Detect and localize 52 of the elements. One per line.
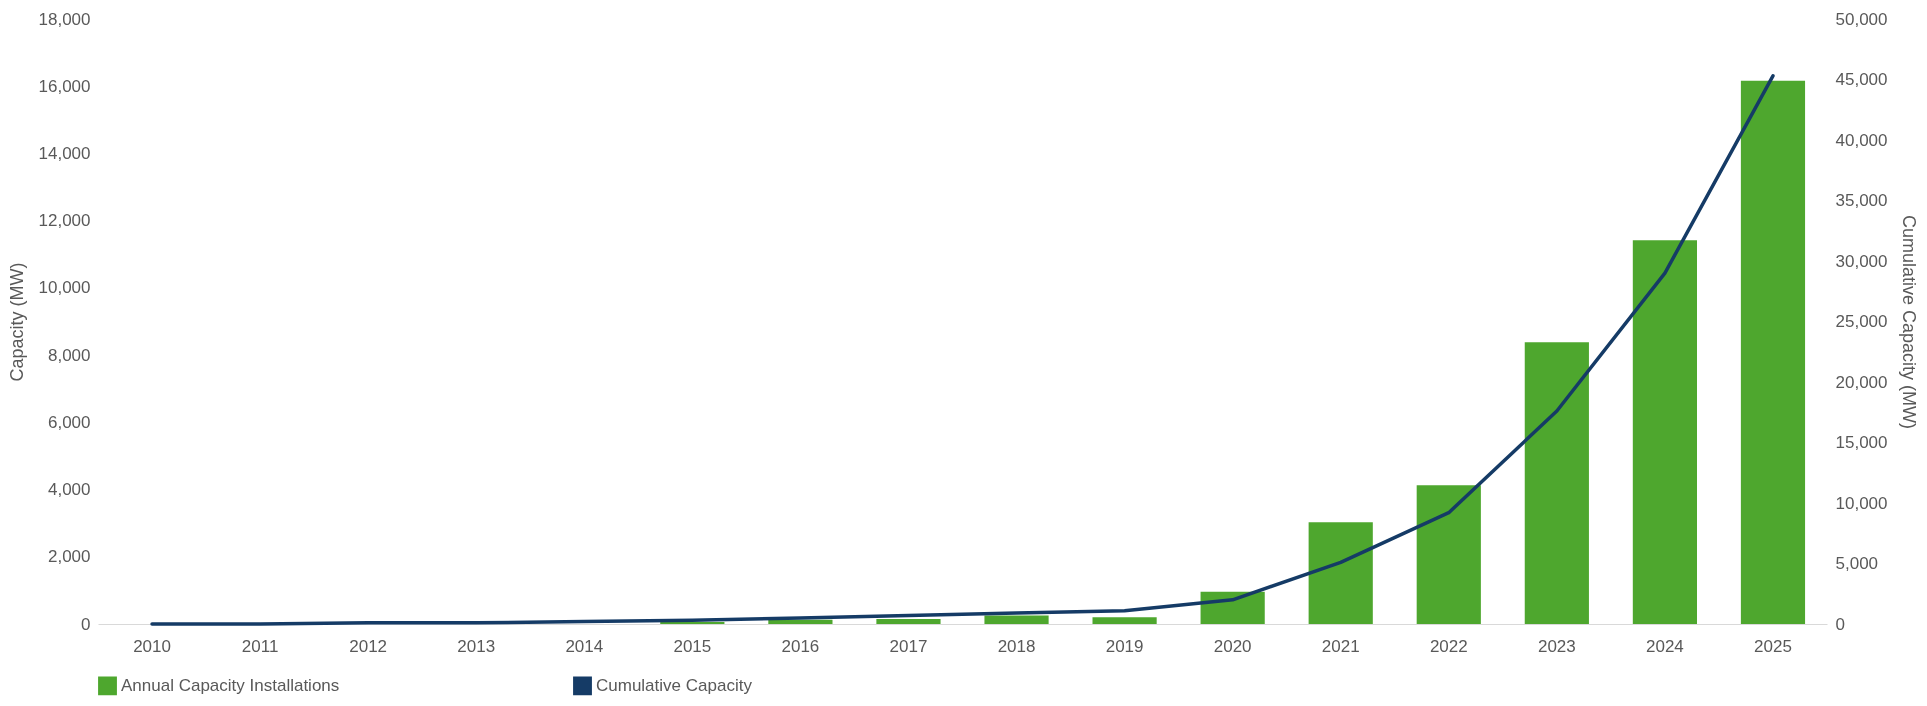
y-tick-label: 18,000	[38, 9, 91, 29]
y-tick-label: 0	[81, 614, 91, 634]
legend-label: Annual Capacity Installations	[121, 675, 340, 695]
y-tick-label: 4,000	[47, 480, 91, 500]
y2-tick-label: 40,000	[1835, 130, 1888, 150]
x-tick-label: 2019	[1105, 636, 1144, 656]
bar	[1092, 617, 1157, 624]
y2-axis-title: Cumulative Capacity (MW)	[1899, 214, 1920, 430]
bar	[660, 621, 725, 624]
x-tick-label: 2012	[349, 636, 388, 656]
legend-label: Cumulative Capacity	[596, 675, 753, 695]
x-tick-label: 2020	[1213, 636, 1252, 656]
y2-tick-label: 20,000	[1835, 372, 1888, 392]
x-tick-label: 2023	[1537, 636, 1576, 656]
y2-tick-label: 0	[1835, 614, 1845, 634]
x-tick-label: 2013	[457, 636, 496, 656]
bar	[984, 615, 1049, 624]
x-tick-label: 2015	[673, 636, 712, 656]
y-tick-label: 8,000	[47, 345, 91, 365]
y-axis-title: Capacity (MW)	[6, 262, 27, 382]
x-tick-label: 2014	[565, 636, 604, 656]
bar	[876, 618, 941, 624]
x-tick-label: 2021	[1321, 636, 1360, 656]
x-tick-label: 2010	[133, 636, 171, 656]
y-tick-label: 12,000	[38, 211, 91, 231]
y2-tick-label: 10,000	[1835, 493, 1888, 513]
x-tick-label: 2011	[241, 636, 279, 656]
y2-tick-label: 50,000	[1835, 9, 1888, 29]
y-tick-label: 16,000	[38, 76, 91, 96]
y-tick-label: 14,000	[38, 143, 91, 163]
y2-tick-label: 30,000	[1835, 251, 1888, 271]
x-tick-label: 2024	[1645, 636, 1684, 656]
y2-tick-label: 45,000	[1835, 70, 1888, 89]
y2-tick-label: 15,000	[1835, 433, 1888, 452]
y2-tick-label: 35,000	[1835, 191, 1888, 210]
bar	[1524, 342, 1589, 624]
y-tick-label: 10,000	[38, 278, 91, 298]
bar	[1308, 522, 1373, 624]
bar	[1632, 240, 1697, 624]
bar	[1416, 485, 1481, 624]
x-tick-label: 2022	[1429, 636, 1468, 656]
y-tick-label: 2,000	[47, 547, 91, 567]
bar	[768, 619, 833, 624]
bar	[1740, 80, 1806, 624]
y2-tick-label: 5,000	[1835, 554, 1879, 573]
y2-tick-label: 25,000	[1835, 312, 1888, 331]
x-tick-label: 2025	[1754, 636, 1792, 656]
line-series	[150, 74, 1775, 626]
x-tick-label: 2016	[781, 636, 820, 656]
x-tick-label: 2018	[997, 636, 1036, 656]
y-tick-label: 6,000	[47, 412, 91, 432]
x-tick-label: 2017	[889, 636, 928, 656]
